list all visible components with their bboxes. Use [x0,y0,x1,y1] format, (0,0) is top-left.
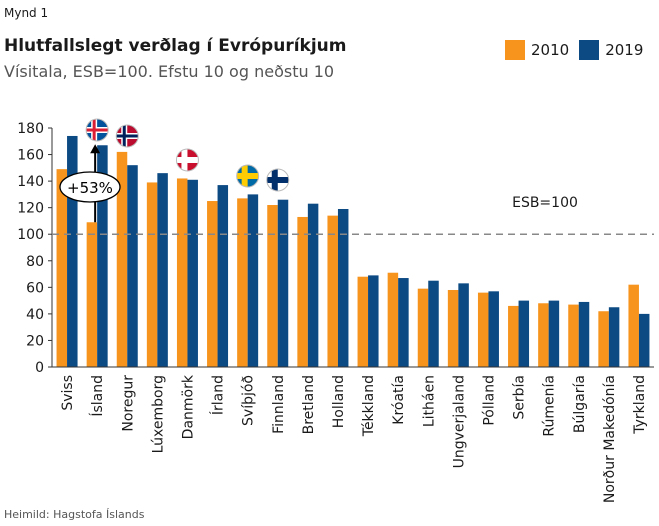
figure-label: Mynd 1 [4,6,49,20]
bar-2010 [538,303,549,367]
norway-flag-rim [115,124,139,148]
reference-label: ESB=100 [512,195,578,211]
category-label: Bretland [301,375,317,434]
category-label: Pólland [481,375,497,426]
category-label: Írland [210,375,227,415]
finland-flag-rim [266,168,290,192]
norway-flag [116,125,139,147]
bar-2010 [86,222,98,367]
bar-2019 [398,278,409,367]
bar-2010 [568,304,579,367]
category-label: Tyrkland [632,375,648,435]
bar-2019 [97,145,108,367]
bar-2019 [277,199,289,367]
bar-2010 [477,292,489,367]
y-tick-label: 0 [35,360,44,376]
source-note: Heimild: Hagstofa Íslands [4,508,145,521]
legend-item-2019: 2019 [579,40,643,60]
y-tick-label: 40 [26,307,44,323]
category-label: Tékkland [361,375,377,437]
bar-2010 [327,215,338,367]
bar-2010 [146,182,158,367]
chart-title: Hlutfallslegt verðlag í Evrópuríkjum [4,36,347,56]
category-label: Króatía [391,375,407,425]
finland-flag [266,169,289,191]
bar-2010 [237,198,248,367]
bar-2019 [548,300,560,367]
annotation-arrow-head [90,144,101,154]
bar-2019 [638,313,650,367]
category-label: Noregur [120,375,136,432]
y-tick-label: 60 [26,280,44,296]
category-label: Sviss [60,375,76,411]
bar-2019 [67,135,78,367]
bar-2019 [127,165,138,367]
y-tick-label: 180 [17,121,44,137]
y-tick-label: 20 [26,333,44,349]
iceland-flag [86,119,109,141]
chart-legend: 2010 2019 [505,40,653,60]
y-tick-label: 140 [17,174,44,190]
iceland-flag-rim [85,118,109,142]
sweden-flag-rim [236,164,260,188]
y-tick-label: 80 [26,254,44,270]
bar-2010 [447,289,459,367]
bar-2010 [598,311,609,367]
annotation-bubble [59,171,121,203]
y-tick-label: 100 [17,227,44,243]
category-label: Holland [331,375,347,428]
bar-2019 [488,291,499,367]
bar-2010 [508,305,519,367]
category-label: Lúxemborg [150,375,166,453]
category-label: Rúmenía [542,375,558,437]
annotation-label: +53% [67,179,113,197]
bar-2019 [368,275,379,367]
legend-label-2019: 2019 [605,41,644,59]
category-label: Svíþjóð [241,375,257,426]
bar-2010 [176,178,188,367]
bar-2019 [307,203,319,367]
category-label: Norður Makedónía [602,375,618,503]
legend-label-2010: 2010 [531,41,570,59]
y-tick-label: 120 [17,201,44,217]
category-label: Danmörk [180,374,196,439]
category-label: Búlgaría [572,375,588,433]
category-label: Ísland [89,375,106,417]
bar-2019 [428,280,439,367]
bar-2019 [608,307,620,367]
sweden-flag [236,165,259,187]
bar-2010 [267,205,278,367]
bar-2010 [297,216,308,367]
category-label: Ungverjaland [451,375,467,468]
bar-2010 [207,201,218,367]
bar-2010 [628,284,639,367]
bar-2010 [417,288,429,367]
bar-2019 [217,185,229,367]
bar-2019 [458,283,469,367]
bar-2010 [357,276,369,367]
bar-2019 [247,194,259,367]
legend-item-2010: 2010 [505,40,569,60]
bar-2019 [337,208,349,367]
legend-swatch-2010 [505,40,525,60]
legend-swatch-2019 [579,40,600,60]
chart-subtitle: Vísitala, ESB=100. Efstu 10 og neðstu 10 [4,62,335,81]
bar-2019 [157,173,168,367]
bar-2019 [518,300,530,367]
denmark-flag-rim [175,148,199,172]
category-label: Serbía [512,375,528,420]
bar-2010 [56,169,68,367]
bar-2019 [578,301,590,367]
category-label: Finnland [271,375,287,434]
y-tick-label: 160 [17,148,44,164]
bar-2010 [116,151,128,367]
denmark-flag [176,149,199,171]
category-label: Litháen [421,375,437,427]
bar-2019 [187,179,198,367]
bar-2010 [387,272,399,367]
